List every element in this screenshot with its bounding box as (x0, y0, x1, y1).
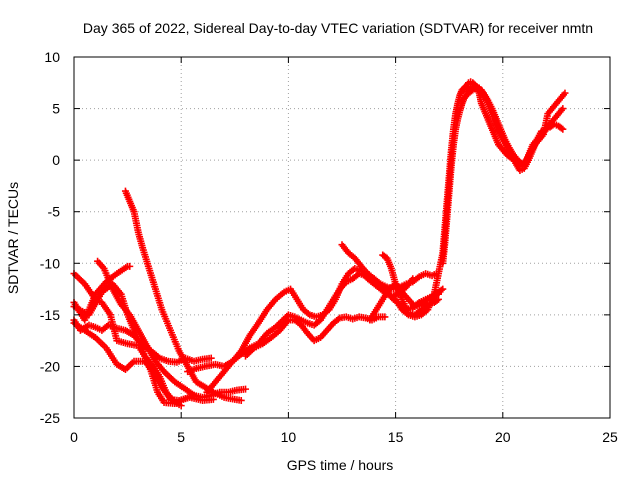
data-point (557, 124, 565, 132)
series-track-16 (462, 82, 569, 169)
plot-frame (73, 56, 611, 419)
data-point (409, 275, 417, 283)
x-tick-labels: 0 5 10 15 20 25 (70, 429, 618, 445)
series-track-4 (70, 270, 185, 410)
data-point (437, 286, 445, 294)
data-point (207, 354, 215, 362)
y-tick-label: -5 (48, 204, 61, 220)
y-tick-label: -15 (40, 307, 60, 323)
data-point (242, 385, 250, 393)
x-tick-label: 25 (602, 429, 618, 445)
x-tick-label: 20 (495, 429, 511, 445)
x-tick-label: 15 (388, 429, 404, 445)
series-track-14 (392, 78, 567, 321)
grid-lines (74, 57, 610, 418)
data-point (237, 396, 245, 404)
series-track-5 (70, 316, 215, 366)
y-axis-label: SDTVAR / TECUs (5, 182, 21, 294)
series-track-8 (184, 270, 440, 376)
y-tick-label: -20 (40, 358, 60, 374)
y-tick-label: -25 (40, 410, 60, 426)
data-point (381, 313, 389, 321)
y-tick-label: 0 (52, 152, 60, 168)
data-points (70, 78, 569, 410)
y-tick-label: 5 (52, 101, 60, 117)
chart-title: Day 365 of 2022, Sidereal Day-to-day VTE… (83, 20, 593, 36)
x-tick-label: 5 (177, 429, 185, 445)
data-point (559, 125, 567, 133)
series-track-10 (242, 313, 389, 360)
x-tick-label: 10 (281, 429, 297, 445)
data-point (559, 105, 567, 113)
data-point (439, 285, 447, 293)
x-axis-label: GPS time / hours (287, 457, 394, 473)
y-tick-label: -10 (40, 255, 60, 271)
data-point (126, 262, 134, 270)
data-point (561, 89, 569, 97)
y-tick-label: 10 (44, 49, 60, 65)
tick-marks (73, 56, 611, 419)
series-track-13 (366, 280, 442, 324)
x-tick-label: 0 (70, 429, 78, 445)
y-tick-labels: -25 -20 -15 -10 -5 0 5 10 (40, 49, 60, 426)
data-point (177, 402, 185, 410)
